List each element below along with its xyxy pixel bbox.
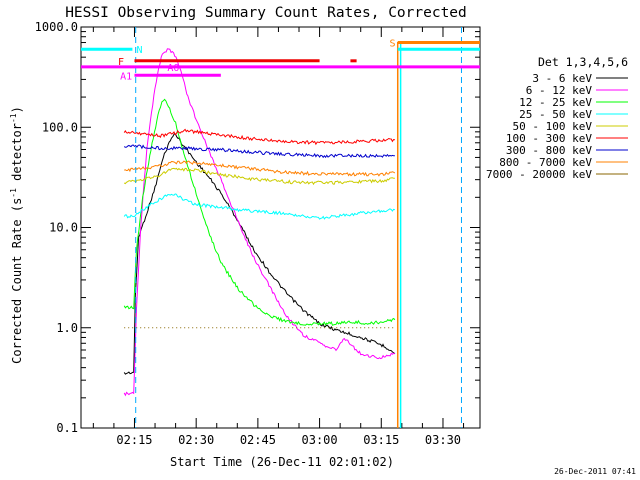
legend-label: 7000 - 20000 keV: [486, 168, 592, 181]
series-line: [123, 98, 396, 326]
y-tick-label: 10.0: [49, 221, 78, 235]
series-line: [123, 133, 396, 375]
legend-label: 6 - 12 keV: [526, 84, 593, 97]
y-axis-label-exp2: -1: [9, 113, 18, 123]
footer-date: 26-Dec-2011 07:41: [554, 467, 636, 476]
legend-label: 50 - 100 keV: [513, 120, 593, 133]
y-tick-label: 0.1: [56, 421, 78, 435]
plot-area: 0.1 1.0 10.0 100.0 1000.0 02:15 02:30 02:45 03:0…: [35, 20, 481, 447]
y-axis-label-end: ): [10, 106, 24, 113]
annotation-label: S: [390, 39, 396, 50]
legend-label: 100 - 300 keV: [506, 132, 592, 145]
legend-label: 12 - 25 keV: [519, 96, 592, 109]
y-tick-label: 1.0: [56, 321, 78, 335]
x-tick-label: 03:15: [363, 433, 399, 447]
legend-label: 300 - 800 keV: [506, 144, 592, 157]
series-line: [124, 160, 396, 177]
legend-label: 3 - 6 keV: [532, 72, 592, 85]
annotation-label: A0: [167, 63, 179, 74]
series-line: [123, 128, 395, 146]
x-tick-label: 02:30: [178, 433, 214, 447]
x-axis-label: Start Time (26-Dec-11 02:01:02): [170, 455, 394, 469]
annotation-label: A1: [120, 71, 132, 82]
legend-label: 800 - 7000 keV: [499, 156, 592, 169]
y-tick-label: 100.0: [42, 120, 78, 134]
y-tick-label: 1000.0: [35, 20, 78, 34]
series-line: [123, 167, 395, 186]
series-line: [123, 193, 396, 220]
svg-text:Corrected Count Rate (s-1 dete: Corrected Count Rate (s-1 detector-1): [9, 106, 24, 364]
x-tick-label: 02:15: [116, 433, 152, 447]
x-tick-label: 03:30: [425, 433, 461, 447]
y-axis-label: Corrected Count Rate (s-1 detector-1): [9, 106, 24, 364]
annotation-label: N: [137, 45, 143, 56]
annotation-label: F: [118, 57, 124, 68]
chart-title: HESSI Observing Summary Count Rates, Cor…: [65, 5, 467, 21]
y-axis-label-mid: detector: [10, 123, 24, 188]
series-line: [123, 48, 396, 397]
x-tick-label: 03:00: [302, 433, 338, 447]
legend-label: 25 - 50 keV: [519, 108, 592, 121]
y-axis-label-main: Corrected Count Rate (s: [10, 198, 24, 364]
series-line: [123, 144, 395, 159]
y-axis-label-exp1: -1: [9, 188, 18, 198]
x-tick-label: 02:45: [240, 433, 276, 447]
legend-title: Det 1,3,4,5,6: [538, 55, 628, 69]
